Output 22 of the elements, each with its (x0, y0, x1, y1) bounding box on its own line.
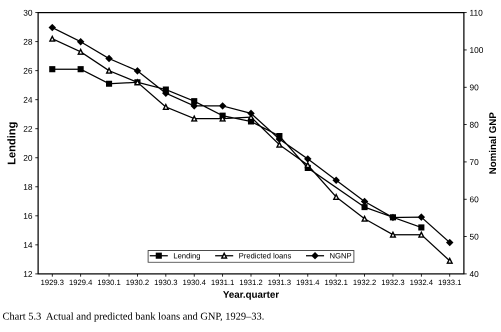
y-tick-label: 20 (24, 154, 32, 161)
y2-tick-label: 100 (470, 47, 484, 54)
y-tick-label: 28 (24, 38, 32, 45)
x-axis-title: Year.quarter (223, 291, 279, 300)
y2-tick-label: 90 (470, 84, 478, 90)
y-tick-label: 26 (24, 68, 32, 74)
y-tick-label: 14 (24, 242, 32, 248)
y2-tick-label: 110 (470, 10, 482, 16)
y-tick-label: 16 (24, 213, 32, 219)
y-tick-label: 24 (24, 96, 32, 103)
y-tick-label: 12 (24, 271, 32, 277)
y2-tick-label: 70 (470, 159, 478, 166)
y-tick-label: 18 (24, 184, 32, 190)
y2-axis-title: Nominal GNP (488, 112, 496, 174)
y-tick-label: 30 (24, 10, 32, 16)
y2-tick-label: 60 (470, 196, 478, 202)
y2-tick-label: 80 (470, 122, 478, 128)
caption: Chart 5.3 Actual and predicted bank loans and GNP, 1929–33. (2, 312, 264, 322)
y-tick-label: 22 (24, 126, 32, 132)
y2-tick-label: 50 (470, 234, 478, 240)
y2-tick-label: 40 (470, 271, 478, 277)
y-axis-title: Lending (7, 122, 18, 164)
